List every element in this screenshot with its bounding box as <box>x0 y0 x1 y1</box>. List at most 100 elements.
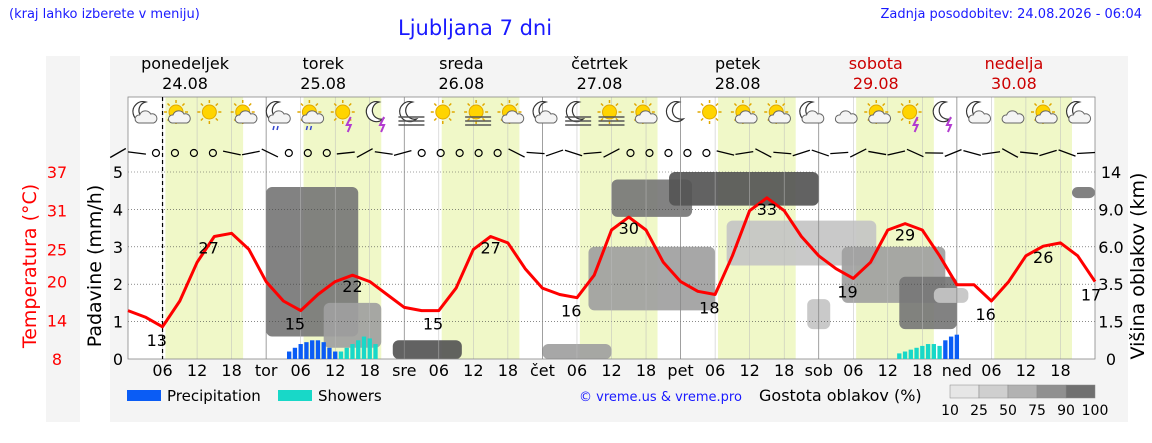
sun-storm-icon <box>897 100 922 133</box>
day-name: četrtek <box>571 54 629 73</box>
showers-legend-label: Showers <box>318 387 382 405</box>
x-tick-label: 06 <box>567 361 587 380</box>
wind-calm-icon <box>455 148 464 158</box>
x-tick-label: 18 <box>498 361 518 380</box>
showers-bar <box>373 344 378 359</box>
cloud-height-tick: 6.0 <box>1098 238 1123 257</box>
wind-barb-icon <box>1001 148 1019 158</box>
cloud-density-label: Gostota oblakov (%) <box>759 386 922 405</box>
wind-barb-icon <box>545 149 564 157</box>
wind-calm-icon <box>303 148 312 158</box>
precipitation-tick: 3 <box>113 238 123 257</box>
wind-barb-icon <box>222 150 241 156</box>
x-tick-label: 12 <box>463 361 483 380</box>
wind-barb-icon <box>811 149 830 157</box>
moon-cloud-icon <box>132 101 158 124</box>
wind-calm-icon <box>151 148 161 158</box>
precipitation-tick: 0 <box>113 350 123 369</box>
temperature-label: 16 <box>975 305 995 324</box>
cloud-height-tick: 14 <box>1101 163 1121 182</box>
menu-hint: (kraj lahko izberete v meniju) <box>9 7 200 22</box>
sun-cloud-icon <box>630 100 658 124</box>
showers-bar <box>367 338 372 359</box>
sun-icon <box>697 100 722 124</box>
day-date: 29.08 <box>853 74 899 93</box>
x-tick-label: 06 <box>843 361 863 380</box>
moon-cloud-rain-icon <box>265 101 291 131</box>
wind-calm-icon <box>645 148 654 158</box>
daytime-band <box>994 97 1072 359</box>
moon-cloud-icon <box>799 101 825 124</box>
temperature-label: 15 <box>285 315 305 334</box>
moon-cloud-icon <box>1065 101 1092 124</box>
x-tick-label: 18 <box>636 361 656 380</box>
day-date: 25.08 <box>300 74 346 93</box>
x-tick-label: 12 <box>739 361 759 380</box>
cloud-icon <box>1001 110 1025 124</box>
x-tick-label: pet <box>667 361 693 380</box>
temperature-tick: 37 <box>47 163 67 182</box>
x-tick-label: 06 <box>429 361 449 380</box>
wind-barb-icon <box>1058 149 1076 157</box>
sun-fog-icon <box>464 100 492 126</box>
sun-cloud-icon <box>497 100 525 124</box>
wind-calm-icon <box>626 148 635 158</box>
last-update: Zadnja posodobitev: 24.08.2026 - 06:04 <box>880 7 1142 22</box>
wind-calm-icon <box>664 148 673 158</box>
day-name: sobota <box>849 54 903 73</box>
precipitation-bar <box>954 334 960 359</box>
temperature-label: 33 <box>757 200 777 219</box>
x-tick-label: 12 <box>878 361 898 380</box>
moon-cloud-icon <box>965 101 991 124</box>
wind-barb-icon <box>261 148 279 158</box>
sun-fog-icon <box>597 100 625 126</box>
wind-calm-icon <box>322 148 331 158</box>
precipitation-bar <box>292 347 298 359</box>
moon-storm-icon <box>365 101 386 133</box>
cloud-layer <box>726 220 877 266</box>
wind-calm-icon <box>284 148 293 158</box>
showers-bar <box>350 344 355 359</box>
wind-barb-icon <box>564 149 583 157</box>
wind-barb-icon <box>1020 151 1039 155</box>
wind-calm-icon <box>417 148 426 158</box>
x-tick-label: 06 <box>705 361 725 380</box>
wind-barb-icon <box>508 148 525 158</box>
showers-bar <box>361 336 367 359</box>
cloud-density-swatch <box>1036 384 1067 399</box>
sun-cloud-icon <box>764 100 791 124</box>
showers-bar <box>338 351 344 359</box>
precipitation-bar <box>948 336 954 359</box>
wind-barb-icon <box>336 151 355 155</box>
precipitation-bar <box>287 351 292 359</box>
copyright-link: © vreme.us & vreme.pro <box>579 390 742 405</box>
day-name: petek <box>715 54 761 73</box>
day-date: 28.08 <box>715 74 761 93</box>
sun-cloud-icon <box>230 100 258 124</box>
showers-bar <box>356 340 361 359</box>
x-tick-label: 18 <box>221 361 241 380</box>
precipitation-legend-swatch <box>127 390 161 401</box>
cloud-layer <box>392 340 462 359</box>
moon-storm-icon <box>932 101 953 133</box>
sun-storm-icon <box>330 100 355 133</box>
cloud-layer <box>933 287 969 303</box>
cloud-density-tick: 25 <box>970 403 988 419</box>
wind-barb-icon <box>393 150 412 156</box>
cloud-layer <box>1071 186 1095 199</box>
sun-cloud-icon <box>730 100 758 124</box>
wind-barb-icon <box>356 148 373 158</box>
showers-bar <box>914 347 919 359</box>
x-tick-label: 18 <box>774 361 794 380</box>
precipitation-bar <box>315 340 321 359</box>
cloud-height-axis-title: Višina oblakov (km) <box>1127 173 1149 360</box>
cloud-height-tick: 0 <box>1106 350 1116 369</box>
cloud-density-swatch <box>978 384 1009 399</box>
cloud-layer <box>669 172 819 206</box>
wind-barb-icon <box>127 151 146 155</box>
temperature-label: 22 <box>342 277 362 296</box>
wind-calm-icon <box>474 148 483 158</box>
x-tick-label: 12 <box>325 361 345 380</box>
wind-barb-icon <box>241 150 260 156</box>
